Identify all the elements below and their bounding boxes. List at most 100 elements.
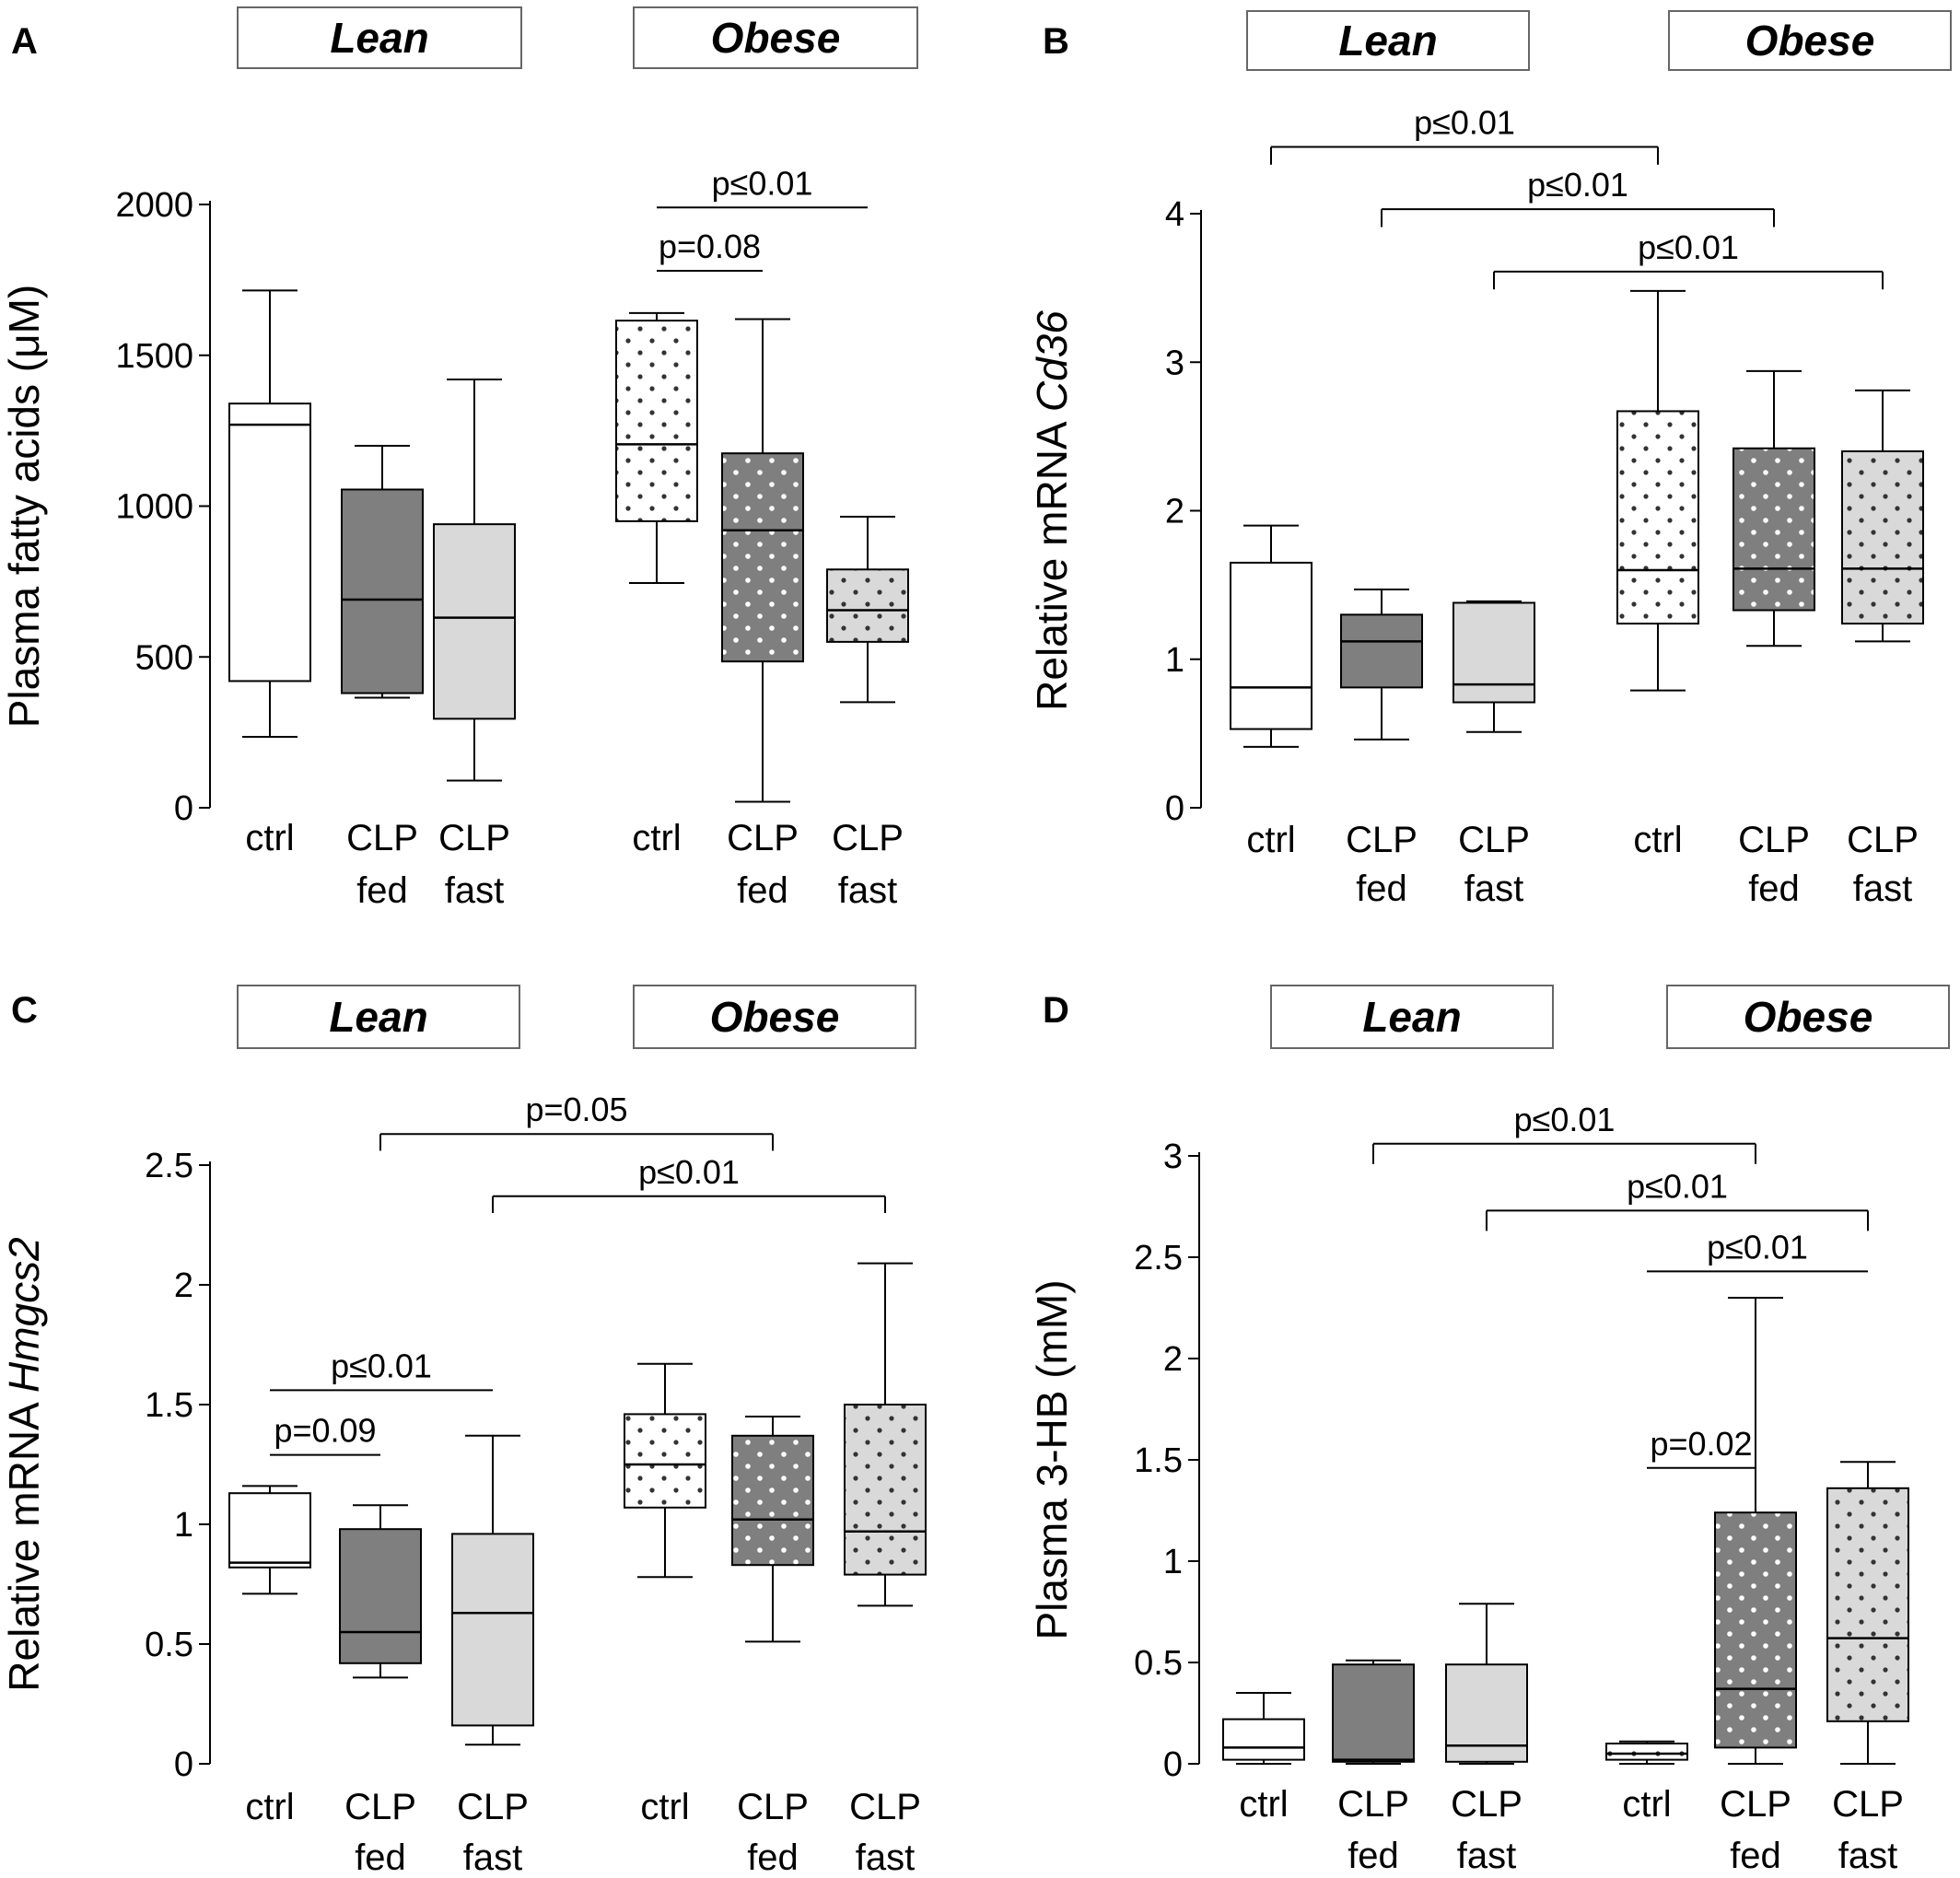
group-header-box [633,6,918,69]
x-category-label-line: CLP [457,1787,529,1827]
y-tick-label: 2000 [115,186,193,225]
x-category-label: CLP fast [849,1787,921,1878]
significance-annotation: p≤0.01 [1493,228,1884,290]
x-category-label-line: CLP [1451,1784,1522,1825]
x-category-label-line: CLP [1346,820,1418,860]
y-tick-label: 2.5 [1134,1239,1183,1277]
significance-label: p=0.08 [659,227,761,265]
significance-annotation: p≤0.01 [492,1153,886,1213]
box-iqr [1222,1718,1305,1761]
x-category-label-line: fed [1730,1836,1781,1876]
group-header-obese: Obese [633,6,918,69]
significance-label: p=0.02 [1650,1425,1752,1463]
x-category-label: CLP fast [832,818,904,911]
group-header-label: Obese [1745,17,1875,64]
significance-label: p≤0.01 [1527,166,1628,204]
y-axis-label-gene: Cd36 [1028,310,1076,412]
x-category-label-line: CLP [1738,820,1810,860]
box-lean-ctrl [1230,524,1312,748]
significance-annotation: p≤0.01 [1270,103,1659,165]
y-axis-label-gene: Hmgcs2 [0,1237,48,1393]
y-axis-label-text: Relative mRNA [0,1393,48,1692]
x-category-label-line: CLP [1337,1784,1409,1825]
x-category-label-line: fast [463,1837,522,1878]
y-tick-label: 2 [1163,1340,1183,1379]
x-category-label-line: fed [737,870,788,911]
x-category-label: ctrl [1246,820,1295,860]
box-obese-clp-fast [844,1262,927,1607]
box-iqr [1340,613,1423,689]
group-header-box [237,6,522,69]
x-category-label-line: ctrl [1633,820,1682,860]
significance-annotation: p=0.08 [657,227,763,273]
box-obese-clp-fed [721,318,804,803]
x-category-label-line: CLP [1847,820,1919,860]
box-iqr [1732,447,1815,612]
group-header-label: Obese [710,993,840,1041]
y-tick-label: 0.5 [145,1626,193,1664]
group-header-label: Lean [1338,17,1437,64]
group-header-label: Lean [1362,993,1461,1041]
box-iqr [451,1533,534,1727]
y-axis-label: Plasma fatty acids (μM) [0,285,48,729]
y-tick-label: 1 [1163,1543,1183,1581]
y-tick-label: 1 [174,1506,193,1545]
significance-annotation: p≤0.01 [1372,1101,1756,1164]
x-category-label-line: ctrl [632,818,681,858]
x-category-label: ctrl [632,818,681,858]
y-tick-label: 4 [1165,195,1184,234]
significance-label: p≤0.01 [1414,103,1515,141]
x-category-label-line: fast [1838,1836,1897,1876]
box-iqr [624,1413,706,1509]
box-lean-clp-fast [433,378,516,782]
group-header-box [1270,985,1554,1049]
box-lean-clp-fed [1332,1659,1415,1765]
group-header-box [1666,985,1950,1049]
group-header-label: Obese [1744,993,1873,1041]
y-tick-label: 1 [1165,641,1184,680]
x-category-label-line: fast [838,870,897,911]
box-iqr [615,320,698,522]
box-iqr [1452,601,1535,704]
y-tick-label: 0 [174,1745,193,1784]
x-category-label: CLP fed [344,1787,416,1878]
box-iqr [1616,410,1699,625]
group-header-box [633,985,916,1049]
box-iqr [1714,1511,1797,1749]
box-obese-ctrl [1605,1740,1688,1765]
y-tick-label: 2 [174,1266,193,1305]
box-obese-clp-fed [1732,369,1815,647]
group-header-label: Lean [329,993,427,1041]
x-category-label-line: fed [1348,1836,1399,1876]
x-category-label: CLP fast [457,1787,529,1878]
group-header-box [237,985,520,1049]
significance-annotation: p≤0.01 [657,164,868,209]
panel-b: B Lean Obese 0 1 2 3 4 Relative mRNA Cd36 ctrl CLP… [1028,10,1952,909]
x-category-label-line: fast [445,870,504,911]
box-obese-ctrl [1616,289,1699,692]
y-tick-label: 0.5 [1134,1644,1183,1683]
group-header-obese: Obese [1668,10,1952,71]
box-lean-clp-fed [1340,588,1423,741]
x-category-label-line: CLP [344,1787,416,1827]
box-obese-clp-fast [1841,389,1924,643]
x-category-label: CLP fed [1720,1784,1791,1876]
x-category-label-line: ctrl [1246,820,1295,860]
y-tick-label: 0 [174,789,193,828]
panel-letter: C [11,990,38,1031]
box-iqr [844,1404,927,1576]
significance-annotation: p=0.09 [270,1412,380,1456]
x-category-label-line: fast [1853,869,1912,909]
box-iqr [228,1492,311,1569]
x-category-label-line: fast [1457,1836,1516,1876]
box-lean-clp-fed [341,445,424,699]
x-category-label-line: CLP [1720,1784,1791,1825]
box-lean-clp-fast [451,1434,534,1746]
x-category-label: ctrl [245,1787,294,1827]
significance-annotation: p≤0.01 [1486,1167,1869,1231]
y-tick-label: 0 [1163,1745,1183,1784]
panel-c: C Lean Obese 0 0.5 1 1.5 2 2.5 Relative mRNA Hmgc… [0,985,927,1878]
box-obese-clp-fast [826,515,909,704]
box-obese-clp-fed [731,1416,814,1643]
panel-letter: D [1043,990,1069,1031]
